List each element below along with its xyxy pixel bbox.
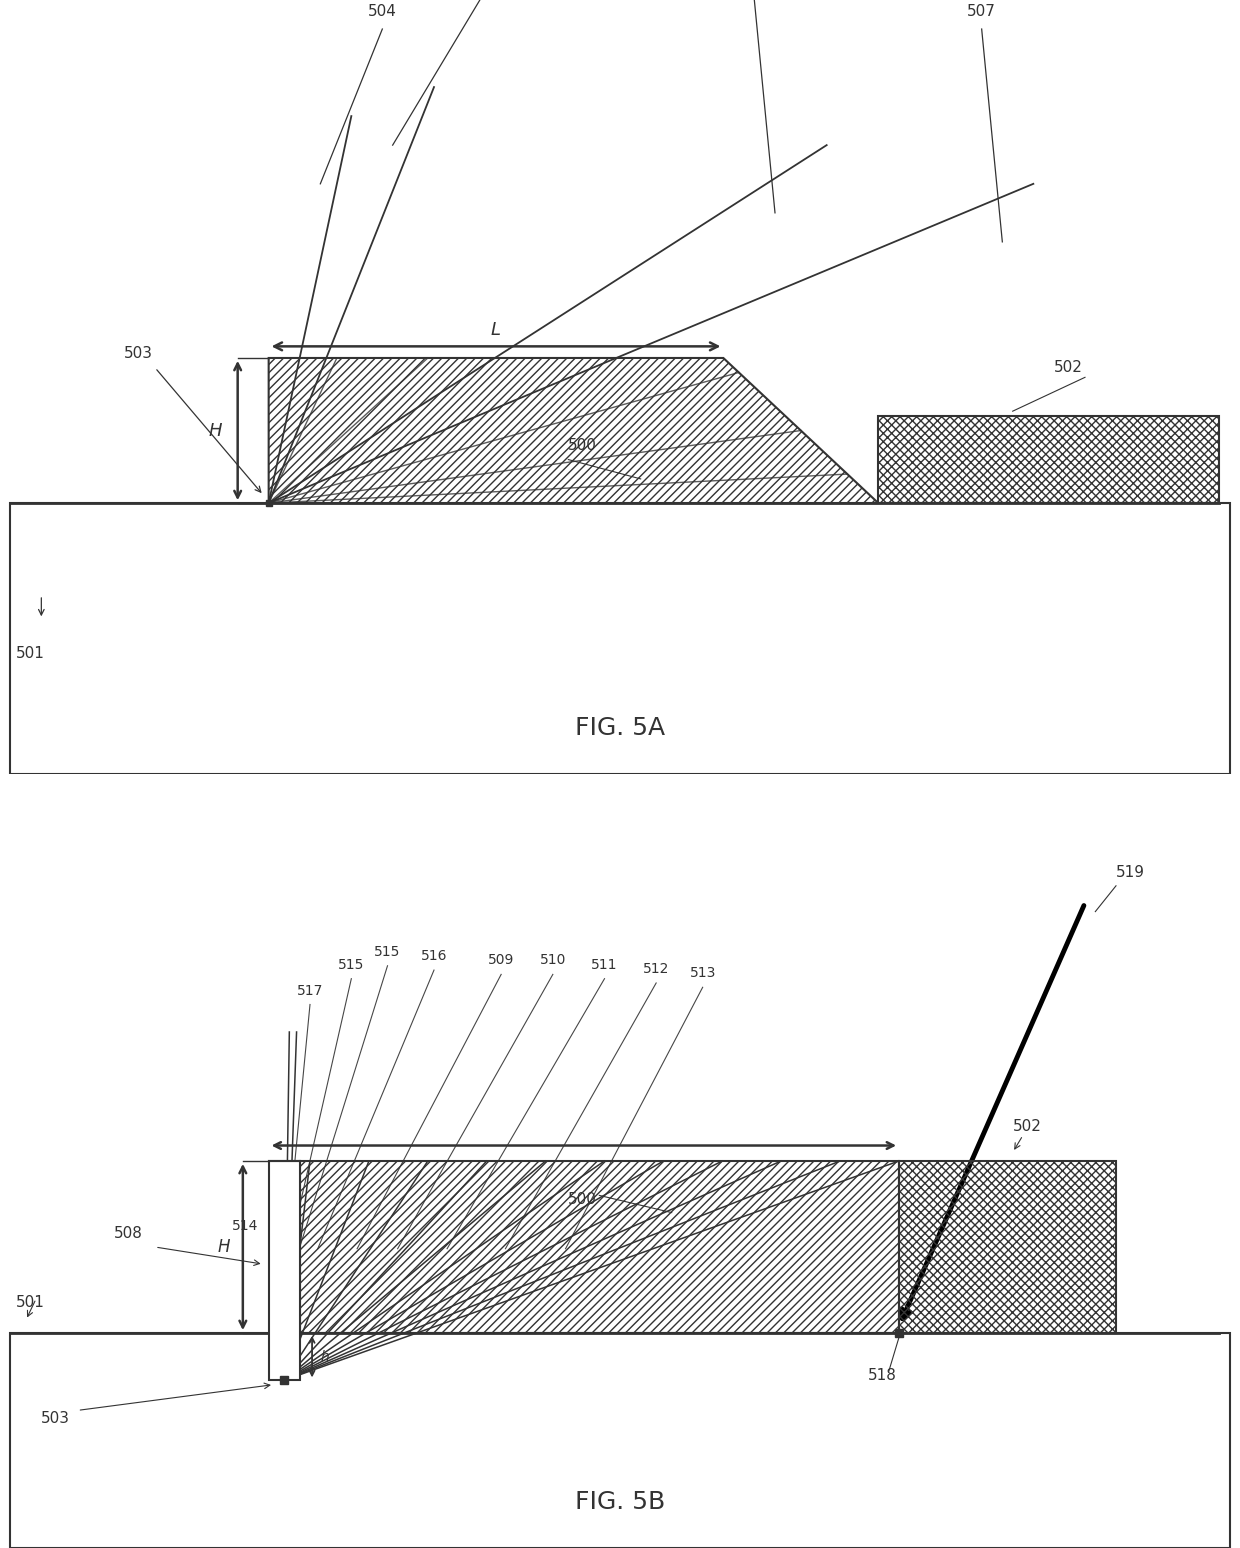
- Text: 516: 516: [420, 949, 448, 963]
- Text: 513: 513: [689, 966, 715, 980]
- Text: FIG. 5A: FIG. 5A: [575, 717, 665, 740]
- Text: h: h: [320, 1350, 329, 1364]
- Text: 500: 500: [568, 438, 598, 454]
- Text: L: L: [491, 320, 501, 339]
- Text: 501: 501: [15, 1296, 45, 1310]
- Text: 515: 515: [339, 958, 365, 972]
- Text: 501: 501: [15, 646, 45, 661]
- Text: 508: 508: [114, 1226, 143, 1241]
- Text: 503: 503: [124, 345, 153, 361]
- Bar: [10, 1333, 1230, 1548]
- Text: 504: 504: [368, 5, 397, 19]
- Text: 512: 512: [644, 963, 670, 977]
- Text: 503: 503: [41, 1412, 71, 1426]
- Text: 514: 514: [232, 1218, 258, 1232]
- Text: 509: 509: [489, 954, 515, 968]
- Text: 500: 500: [568, 1192, 598, 1207]
- Text: 518: 518: [868, 1368, 897, 1384]
- Text: H: H: [218, 1238, 231, 1255]
- Text: 511: 511: [591, 958, 618, 972]
- Text: H: H: [208, 421, 222, 440]
- Text: 510: 510: [539, 954, 565, 968]
- Text: 519: 519: [1116, 865, 1145, 881]
- Text: 507: 507: [967, 5, 996, 19]
- Bar: [269, 1161, 300, 1381]
- Text: FIG. 5B: FIG. 5B: [575, 1489, 665, 1514]
- Text: 515: 515: [374, 944, 401, 958]
- Text: 502: 502: [1013, 1119, 1042, 1133]
- Text: 517: 517: [296, 983, 324, 997]
- Text: 502: 502: [1054, 361, 1083, 376]
- Bar: [10, 503, 1230, 774]
